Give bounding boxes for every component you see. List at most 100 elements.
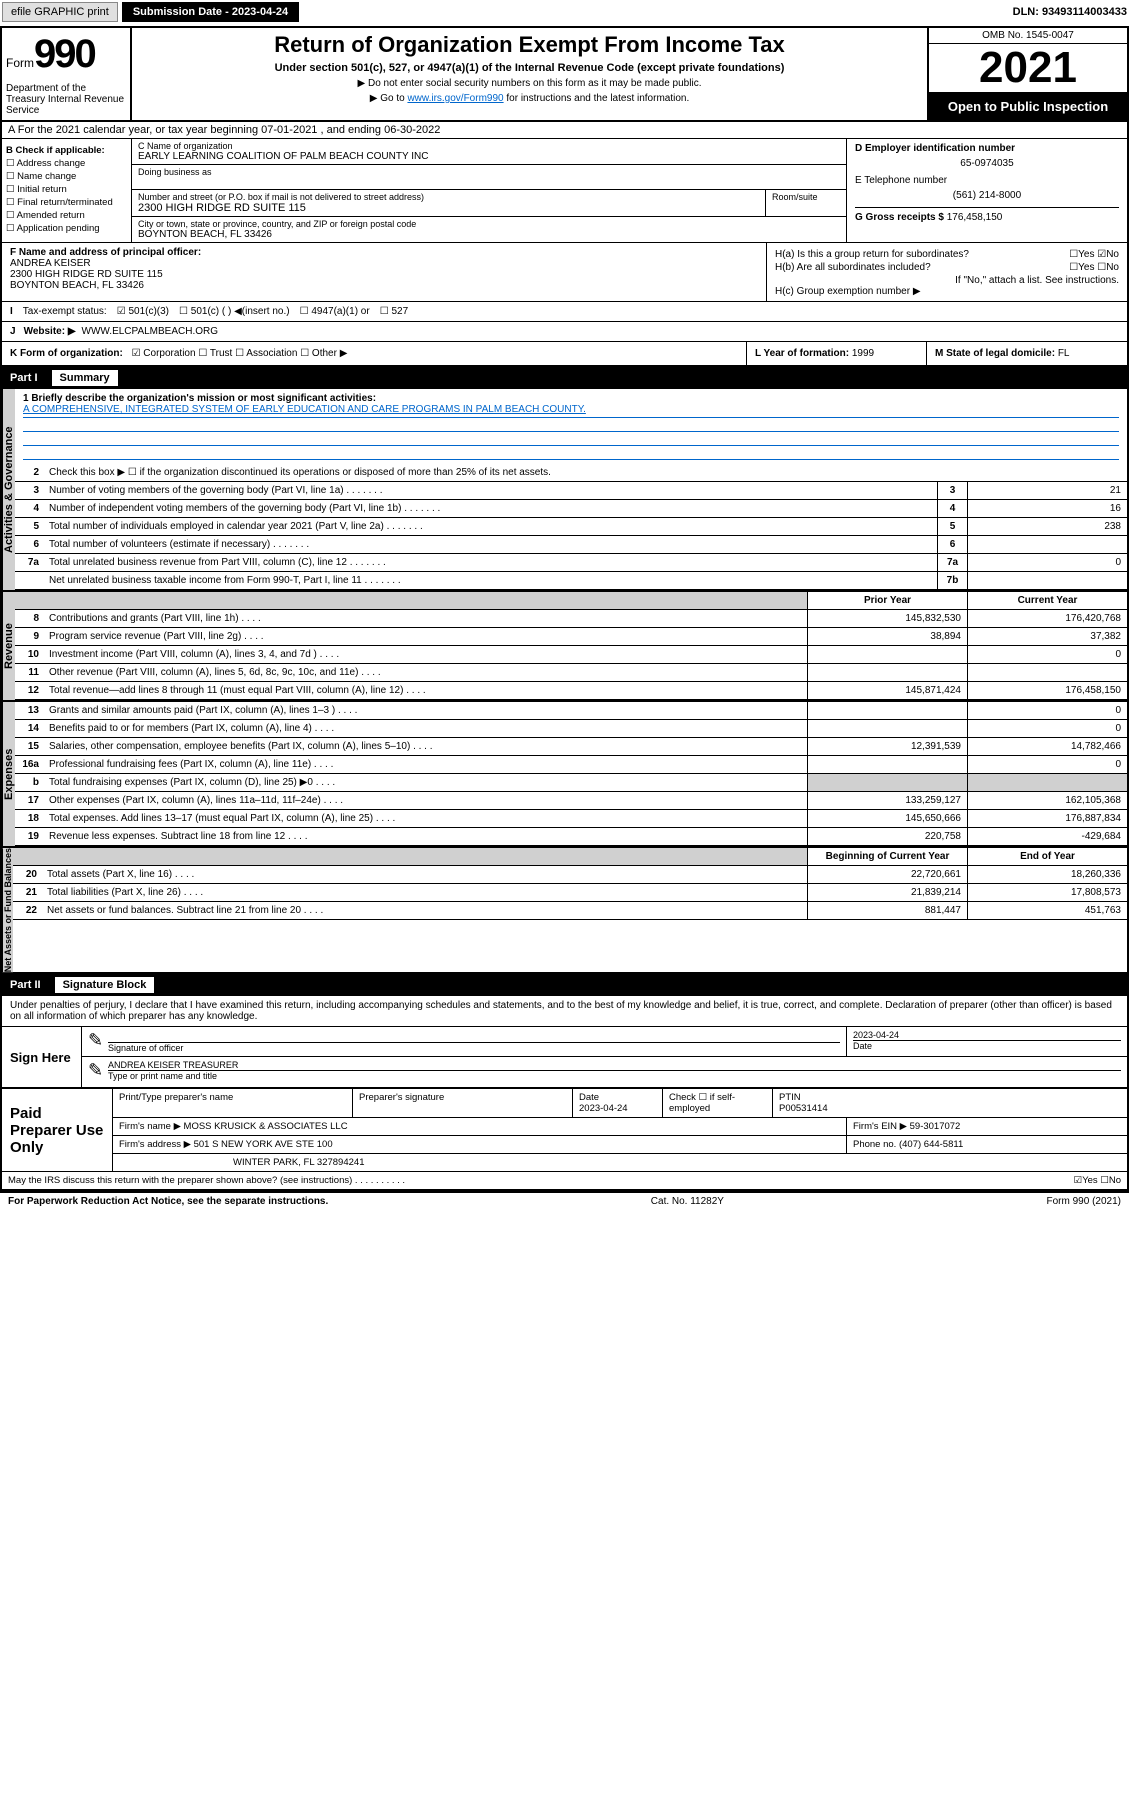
col-l-year: L Year of formation: 1999: [747, 342, 927, 365]
prior-value: 133,259,127: [807, 792, 967, 809]
submission-date-button[interactable]: Submission Date - 2023-04-24: [122, 2, 299, 22]
line-text: Total liabilities (Part X, line 26) . . …: [43, 884, 807, 901]
efile-button[interactable]: efile GRAPHIC print: [2, 2, 118, 22]
cb-501c3[interactable]: ☑ 501(c)(3): [117, 306, 169, 317]
discuss-answer[interactable]: ☑Yes ☐No: [987, 1172, 1127, 1189]
net-assets-sidelabel: Net Assets or Fund Balances: [2, 848, 13, 972]
line-num: 8: [15, 610, 45, 627]
cb-527[interactable]: ☐ 527: [380, 306, 408, 317]
website-value[interactable]: WWW.ELCPALMBEACH.ORG: [82, 326, 219, 337]
line-text: Salaries, other compensation, employee b…: [45, 738, 807, 755]
cb-4947[interactable]: ☐ 4947(a)(1) or: [300, 306, 370, 317]
line-value: 16: [967, 500, 1127, 517]
line-num: 21: [13, 884, 43, 901]
part-1-title: Summary: [52, 370, 118, 386]
line-num: 18: [15, 810, 45, 827]
perjury-statement: Under penalties of perjury, I declare th…: [2, 996, 1127, 1026]
form-title: Return of Organization Exempt From Incom…: [136, 32, 923, 58]
irs-link[interactable]: www.irs.gov/Form990: [407, 93, 503, 104]
footer-mid: Cat. No. 11282Y: [651, 1196, 724, 1207]
prep-self-emp[interactable]: Check ☐ if self-employed: [663, 1089, 773, 1117]
cb-501c[interactable]: ☐ 501(c) ( ) ◀(insert no.): [179, 306, 290, 317]
line-text: Total fundraising expenses (Part IX, col…: [45, 774, 807, 791]
mission-blank-3: [23, 446, 1119, 460]
prior-value: 145,832,530: [807, 610, 967, 627]
line-num: 11: [15, 664, 45, 681]
form-note-2: ▶ Go to www.irs.gov/Form990 for instruct…: [136, 93, 923, 104]
prior-value: [807, 720, 967, 737]
cb-name-change[interactable]: ☐ Name change: [6, 171, 127, 182]
k-options[interactable]: ☑ Corporation ☐ Trust ☐ Association ☐ Ot…: [132, 348, 348, 359]
line-value: 21: [967, 482, 1127, 499]
sig-arrow-icon-2: ✎: [82, 1057, 102, 1087]
eoy-header: End of Year: [967, 848, 1127, 865]
governance-sidelabel: Activities & Governance: [2, 389, 15, 590]
prep-date-val: 2023-04-24: [579, 1103, 628, 1114]
c-room-label: Room/suite: [766, 190, 846, 216]
firm-name-label: Firm's name ▶: [119, 1121, 181, 1132]
gov-line-6: 6 Total number of volunteers (estimate i…: [15, 536, 1127, 554]
revenue-section: Revenue Prior Year Current Year 8 Contri…: [2, 592, 1127, 702]
col-d-e-g: D Employer identification number 65-0974…: [847, 139, 1127, 242]
firm-name-val: MOSS KRUSICK & ASSOCIATES LLC: [184, 1121, 348, 1132]
revenue-sidelabel: Revenue: [2, 592, 15, 700]
current-value: 451,763: [967, 902, 1127, 919]
firm-phone-val: (407) 644-5811: [899, 1139, 963, 1150]
cb-final-return[interactable]: ☐ Final return/terminated: [6, 197, 127, 208]
line-value: 0: [967, 554, 1127, 571]
officer-name: ANDREA KEISER: [10, 258, 758, 269]
cb-address-change[interactable]: ☐ Address change: [6, 158, 127, 169]
net-hdr-blank: [13, 848, 43, 865]
form-word: Form: [6, 56, 34, 70]
h-b-answer[interactable]: ☐Yes ☐No: [1069, 262, 1119, 273]
c-street-label: Number and street (or P.O. box if mail i…: [138, 192, 759, 202]
j-label: Website: ▶: [24, 326, 76, 337]
line-num: 13: [15, 702, 45, 719]
cb-initial-return[interactable]: ☐ Initial return: [6, 184, 127, 195]
f-label: F Name and address of principal officer:: [10, 247, 758, 258]
line-box: 6: [937, 536, 967, 553]
col-h-group: H(a) Is this a group return for subordin…: [767, 243, 1127, 301]
cb-application-pending[interactable]: ☐ Application pending: [6, 223, 127, 234]
goto-post: for instructions and the latest informat…: [504, 93, 690, 104]
b-header: B Check if applicable:: [6, 145, 127, 156]
i-label: Tax-exempt status:: [23, 306, 107, 317]
line-num: 16a: [15, 756, 45, 773]
current-value: 0: [967, 720, 1127, 737]
line-text: Total number of individuals employed in …: [45, 518, 937, 535]
part-2-num: Part II: [10, 979, 41, 991]
prior-value: [807, 774, 967, 791]
preparer-right: Print/Type preparer's name Preparer's si…: [112, 1089, 1127, 1171]
header-left: Form 990 Department of the Treasury Inte…: [2, 28, 132, 120]
line-text: Number of independent voting members of …: [45, 500, 937, 517]
line-text: Contributions and grants (Part VIII, lin…: [45, 610, 807, 627]
officer-name-title: ANDREA KEISER TREASURER: [108, 1060, 1121, 1070]
line-text: Net assets or fund balances. Subtract li…: [43, 902, 807, 919]
line-text: Other expenses (Part IX, column (A), lin…: [45, 792, 807, 809]
row-k-l-m: K Form of organization: ☑ Corporation ☐ …: [2, 342, 1127, 367]
h-c-label: H(c) Group exemption number ▶: [775, 286, 1119, 297]
cb-amended-return[interactable]: ☐ Amended return: [6, 210, 127, 221]
h-a-answer[interactable]: ☐Yes ☑No: [1069, 249, 1119, 260]
row-f-h: F Name and address of principal officer:…: [2, 243, 1127, 302]
exp-line-14: 14 Benefits paid to or for members (Part…: [15, 720, 1127, 738]
current-value: 17,808,573: [967, 884, 1127, 901]
part-1-num: Part I: [10, 372, 38, 384]
h-b-note: If "No," attach a list. See instructions…: [775, 275, 1119, 286]
line-num: [15, 572, 45, 589]
line-text: Benefits paid to or for members (Part IX…: [45, 720, 807, 737]
prior-value: [807, 664, 967, 681]
sig-arrow-icon: ✎: [82, 1027, 102, 1056]
g-block: G Gross receipts $ 176,458,150: [855, 207, 1119, 223]
line-text: Total assets (Part X, line 16) . . . .: [43, 866, 807, 883]
line-text: Total revenue—add lines 8 through 11 (mu…: [45, 682, 807, 699]
mission-text: A COMPREHENSIVE, INTEGRATED SYSTEM OF EA…: [23, 404, 1119, 418]
line-text: Grants and similar amounts paid (Part IX…: [45, 702, 807, 719]
line-num: 15: [15, 738, 45, 755]
footer-right: Form 990 (2021): [1047, 1196, 1121, 1207]
line-num: 20: [13, 866, 43, 883]
prior-year-header: Prior Year: [807, 592, 967, 609]
net-line-22: 22 Net assets or fund balances. Subtract…: [13, 902, 1127, 920]
exp-line-13: 13 Grants and similar amounts paid (Part…: [15, 702, 1127, 720]
net-assets-section: Net Assets or Fund Balances Beginning of…: [2, 848, 1127, 974]
